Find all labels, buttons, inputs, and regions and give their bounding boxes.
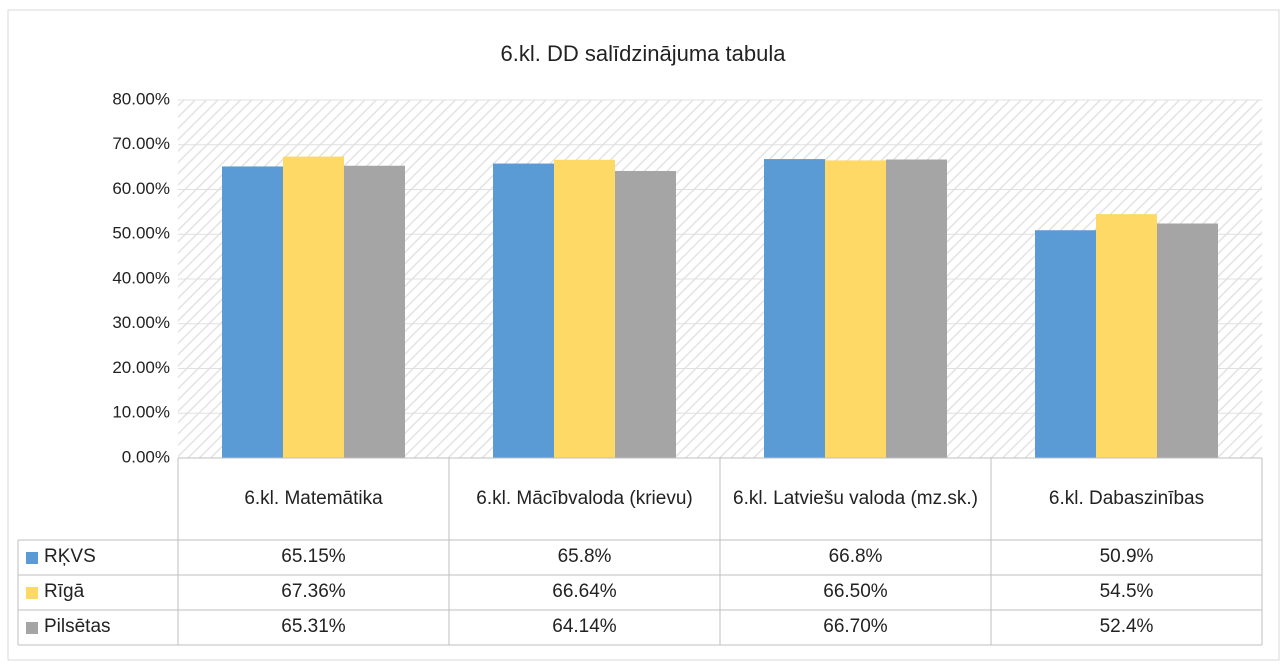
- y-tick-label: 20.00%: [112, 358, 170, 377]
- data-label: 54.5%: [1099, 581, 1154, 603]
- data-label: 66.64%: [552, 581, 617, 603]
- data-label: 64.14%: [552, 616, 617, 638]
- legend-label: Pilsētas: [44, 616, 111, 638]
- legend-entry: Pilsētas: [18, 610, 178, 645]
- chart-title: 6.kl. DD salīdzinājuma tabula: [501, 41, 787, 66]
- bar: [1035, 230, 1096, 458]
- bar: [1096, 214, 1157, 458]
- data-label: 50.9%: [1099, 546, 1154, 568]
- y-tick-label: 10.00%: [112, 403, 170, 422]
- bar: [554, 159, 615, 458]
- data-label: 66.8%: [828, 546, 883, 568]
- category-label: 6.kl. Dabaszinības: [1048, 487, 1205, 509]
- bar: [493, 163, 554, 459]
- data-label: 65.15%: [281, 546, 346, 568]
- y-tick-label: 70.00%: [112, 134, 170, 153]
- bar: [615, 170, 676, 458]
- legend-key: [26, 551, 38, 564]
- bar: [283, 156, 344, 458]
- legend-label: RĶVS: [44, 546, 96, 568]
- legend-entry: Rīgā: [18, 575, 178, 610]
- y-tick-label: 0.00%: [122, 447, 170, 466]
- bar: [344, 165, 405, 459]
- legend-key: [26, 621, 38, 634]
- data-label: 52.4%: [1099, 616, 1154, 638]
- data-label: 66.70%: [823, 616, 888, 638]
- bar: [886, 159, 947, 458]
- legend-key: [26, 586, 38, 599]
- data-label: 67.36%: [281, 581, 346, 603]
- y-tick-label: 50.00%: [112, 224, 170, 243]
- y-tick-label: 80.00%: [112, 89, 170, 108]
- data-label: 65.31%: [281, 616, 346, 638]
- y-tick-label: 40.00%: [112, 268, 170, 287]
- y-tick-label: 30.00%: [112, 313, 170, 332]
- data-label: 65.8%: [557, 546, 612, 568]
- category-label: 6.kl. Latviešu valoda (mz.sk.): [733, 487, 978, 509]
- legend-entry: RĶVS: [18, 540, 178, 575]
- category-label: 6.kl. Matemātika: [244, 487, 383, 509]
- legend-label: Rīgā: [44, 581, 85, 603]
- bar: [825, 160, 886, 458]
- y-tick-label: 60.00%: [112, 179, 170, 198]
- bar: [1157, 223, 1218, 458]
- category-label: 6.kl. Mācībvaloda (krievu): [476, 487, 693, 509]
- data-label: 66.50%: [823, 581, 888, 603]
- bar: [764, 159, 825, 458]
- bar: [222, 166, 283, 459]
